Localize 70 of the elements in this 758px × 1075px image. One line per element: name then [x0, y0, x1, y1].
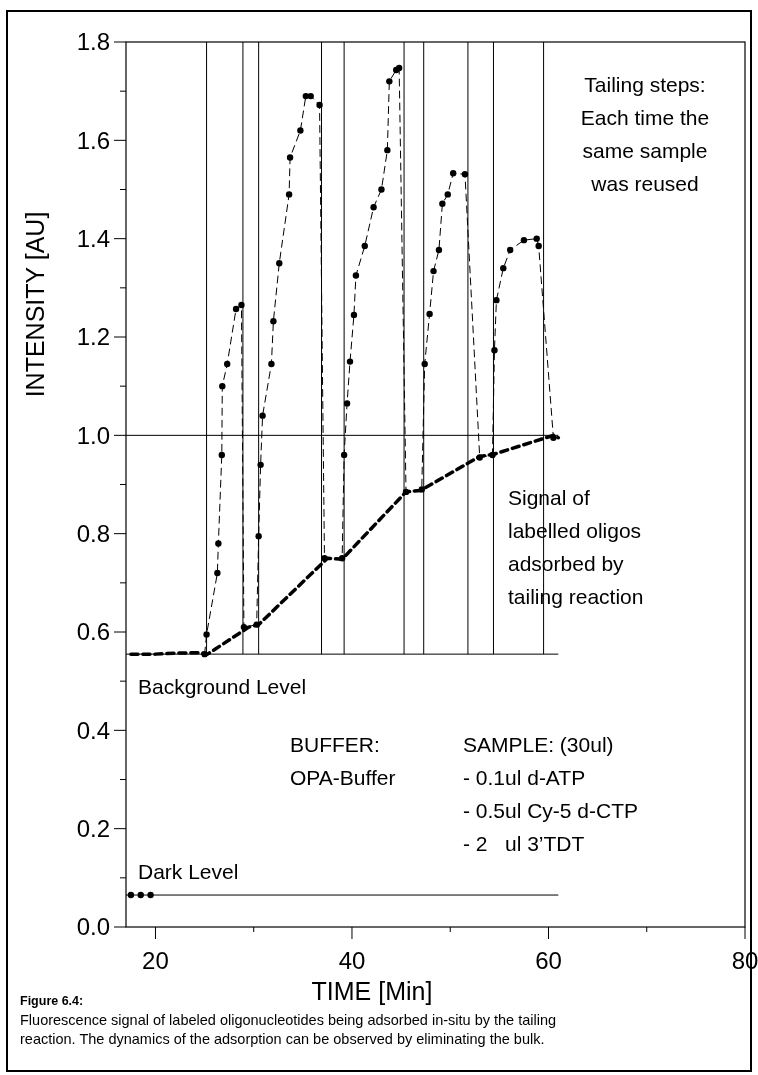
- y-axis-title: INTENSITY [AU]: [21, 211, 49, 398]
- point: [238, 301, 245, 309]
- point: [268, 360, 275, 368]
- point: [493, 296, 500, 304]
- point: [370, 204, 377, 211]
- point: [426, 310, 433, 318]
- point: [378, 186, 385, 193]
- point: [214, 569, 221, 577]
- point: [535, 242, 542, 250]
- point: [491, 347, 498, 354]
- point: [285, 191, 293, 198]
- point: [361, 242, 368, 250]
- point: [147, 891, 154, 899]
- point: [430, 267, 437, 275]
- point: [257, 461, 264, 469]
- annotation: SAMPLE: (30ul) - 0.1ul d-ATP - 0.5ul Cy-5 d-CTP - 2 ul 3’TDT: [463, 733, 639, 855]
- point: [500, 264, 507, 272]
- point: [232, 305, 240, 313]
- point: [255, 532, 262, 540]
- point: [384, 146, 391, 154]
- y-tick-label: 0.2: [76, 815, 110, 843]
- point: [340, 451, 348, 459]
- annotation: Tailing steps: Each time the same sample was reused: [580, 73, 710, 195]
- point: [286, 154, 294, 161]
- y-tick-label: 1.6: [76, 126, 110, 154]
- point: [224, 360, 231, 368]
- y-tick-label: 0.6: [76, 618, 110, 646]
- point: [439, 200, 446, 207]
- point: [316, 101, 323, 109]
- point: [449, 170, 457, 177]
- ref-line-label: Background Level: [138, 675, 307, 699]
- point: [343, 400, 351, 407]
- point: [219, 382, 226, 390]
- point: [352, 272, 360, 279]
- point: [270, 318, 277, 325]
- y-tick-label: 1.0: [76, 421, 110, 449]
- point: [444, 191, 451, 198]
- y-tick-label: 1.8: [76, 28, 110, 56]
- point: [461, 171, 469, 178]
- y-tick-label: 1.4: [76, 225, 110, 253]
- y-tick-label: 0.4: [76, 716, 110, 744]
- point: [533, 235, 540, 242]
- y-tick-label: 0.0: [76, 913, 110, 941]
- point: [302, 92, 310, 100]
- point: [137, 891, 144, 899]
- annotation: BUFFER: OPA-Buffer: [290, 733, 396, 789]
- point: [276, 260, 283, 267]
- point: [520, 236, 528, 244]
- point: [307, 92, 314, 100]
- caption: Figure 6.4:: [20, 994, 84, 1008]
- point: [297, 127, 304, 134]
- point: [215, 540, 222, 547]
- point: [435, 246, 443, 254]
- x-axis-title: TIME [Min]: [311, 977, 433, 1005]
- point: [346, 358, 354, 365]
- point: [506, 246, 514, 254]
- point: [127, 891, 135, 899]
- point: [203, 631, 210, 638]
- text: Fluorescence signal of labeled oligonucleotides being adsorbed in-situ by the tailing reaction. The dynamics of the adsorption can be observed by eliminating the bulk.: [20, 1012, 557, 1047]
- x-tick-label: 60: [535, 947, 562, 974]
- point: [259, 412, 266, 419]
- point: [421, 360, 428, 368]
- ref-line-label: Dark Level: [138, 860, 239, 884]
- point: [350, 311, 358, 319]
- y-tick-label: 1.2: [76, 323, 110, 351]
- point: [386, 78, 393, 85]
- y-tick-label: 0.8: [76, 520, 110, 548]
- x-tick-label: 20: [142, 947, 169, 974]
- point: [218, 451, 225, 459]
- x-tick-label: 40: [338, 947, 366, 974]
